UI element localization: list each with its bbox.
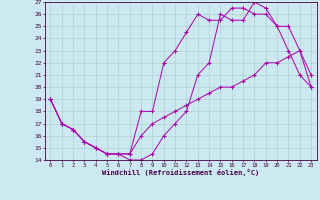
- X-axis label: Windchill (Refroidissement éolien,°C): Windchill (Refroidissement éolien,°C): [102, 169, 260, 176]
